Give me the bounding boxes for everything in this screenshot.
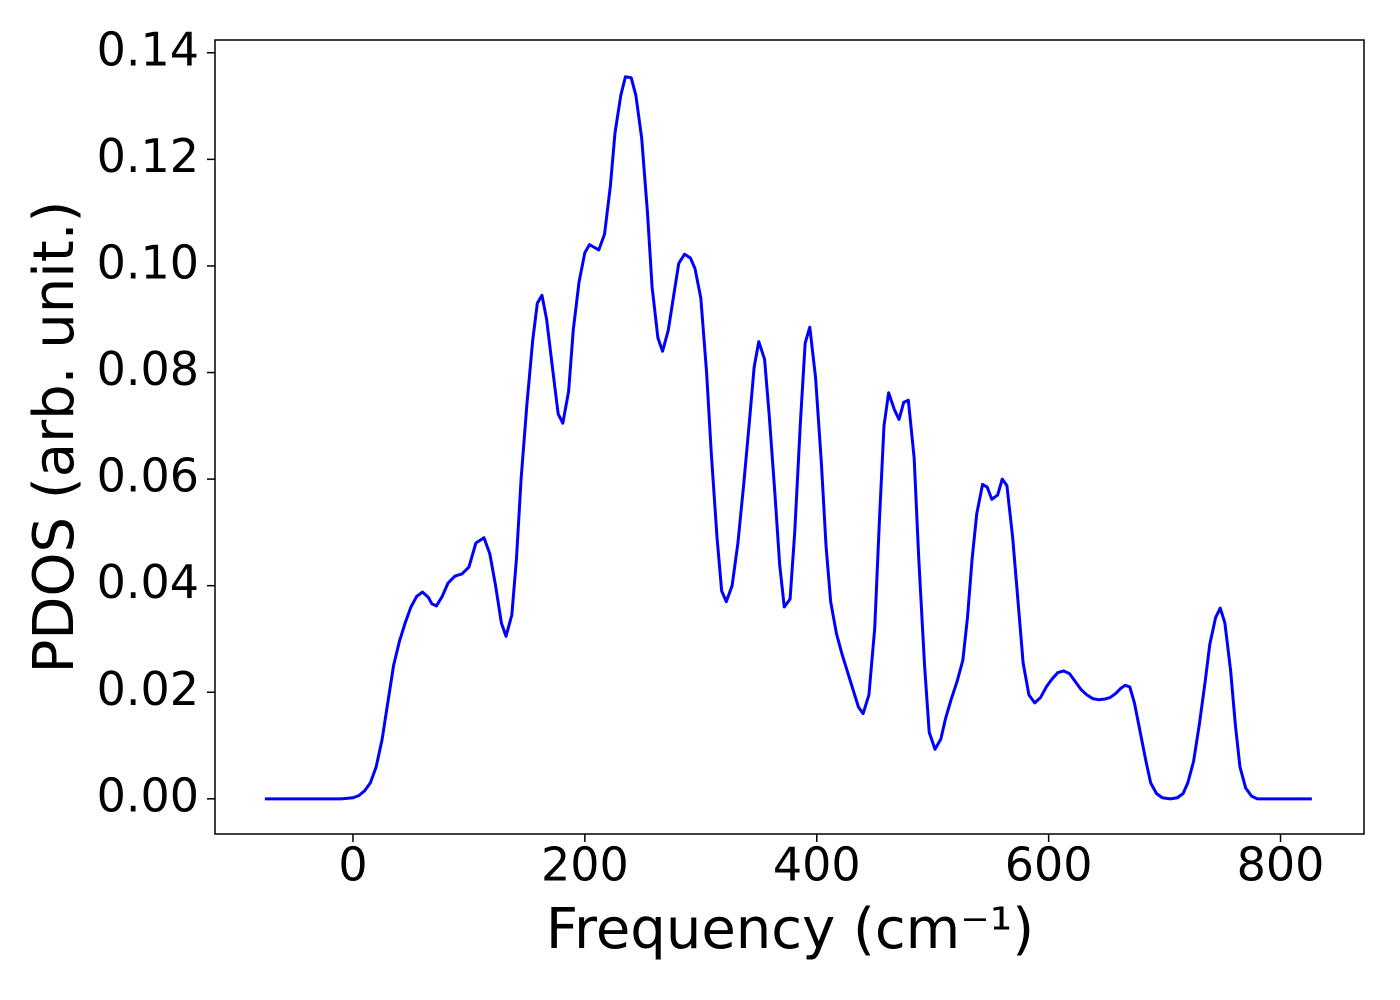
x-tick-label: 400 xyxy=(773,838,861,892)
y-tick-label: 0.00 xyxy=(97,768,199,822)
y-tick-label: 0.06 xyxy=(97,449,199,503)
line xyxy=(264,75,1312,801)
x-tick-label: 600 xyxy=(1005,838,1093,892)
y-axis-label: PDOS (arb. unit.) xyxy=(22,201,87,674)
x-axis-label: Frequency (cm⁻¹) xyxy=(546,897,1034,962)
y-tick-label: 0.08 xyxy=(97,342,199,396)
y-tick-label: 0.14 xyxy=(97,22,199,76)
x-tick-label: 800 xyxy=(1237,838,1325,892)
y-tick-label: 0.04 xyxy=(97,555,199,609)
x-tick-label: 0 xyxy=(338,838,367,892)
x-tick-label: 200 xyxy=(541,838,629,892)
y-tick-label: 0.12 xyxy=(97,129,199,183)
y-tick-label: 0.02 xyxy=(97,662,199,716)
plot-frame xyxy=(214,39,1365,835)
y-tick-label: 0.10 xyxy=(97,235,199,289)
